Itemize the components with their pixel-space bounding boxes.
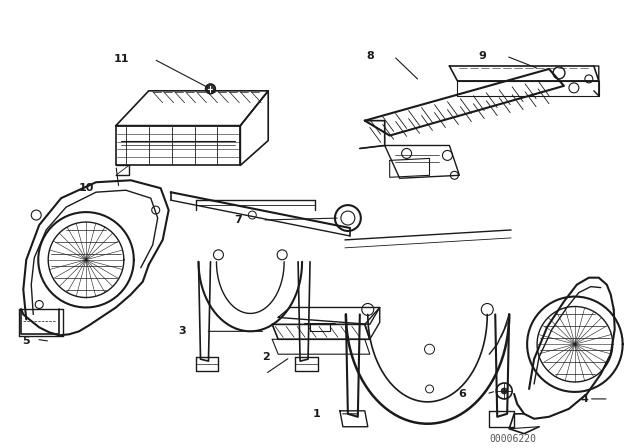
Text: 9: 9 xyxy=(479,51,486,61)
Text: 6: 6 xyxy=(458,389,467,399)
Text: 1: 1 xyxy=(312,409,320,419)
Text: 7: 7 xyxy=(235,215,243,225)
Circle shape xyxy=(501,388,507,394)
Circle shape xyxy=(205,84,216,94)
Text: 11: 11 xyxy=(113,54,129,64)
Text: 00006220: 00006220 xyxy=(489,434,536,444)
Text: 4: 4 xyxy=(581,394,589,404)
Text: 3: 3 xyxy=(178,326,186,336)
Text: 8: 8 xyxy=(366,51,374,61)
Text: 2: 2 xyxy=(262,352,270,362)
Text: 10: 10 xyxy=(79,183,94,193)
Text: 5: 5 xyxy=(22,336,30,346)
